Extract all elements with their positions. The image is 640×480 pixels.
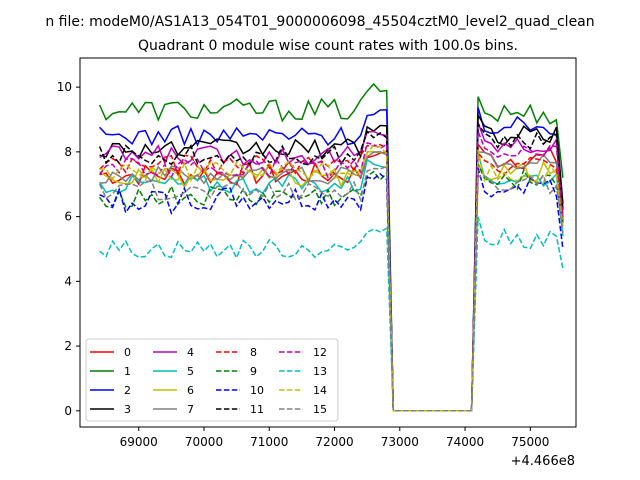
legend-label-8: 8 (250, 346, 257, 359)
x-tick-label: 71000 (250, 435, 288, 449)
axes-frame (79, 57, 577, 428)
series-line-1 (98, 82, 564, 412)
x-tick-label: 74000 (446, 435, 484, 449)
series-line-12 (99, 131, 564, 412)
figure-suptitle: n file: modeM0/AS1A13_054T01_9000006098_… (45, 14, 594, 30)
series-line-14 (99, 144, 564, 412)
y-tick-label: 4 (64, 274, 72, 288)
x-tick-label: 73000 (381, 435, 419, 449)
y-tick-label: 0 (64, 404, 72, 418)
legend-label-10: 10 (250, 384, 264, 397)
series-line-3 (99, 112, 564, 412)
legend-label-13: 13 (313, 365, 327, 378)
y-tick-label: 2 (64, 339, 72, 353)
series-line-15 (98, 165, 564, 412)
legend-label-6: 6 (187, 384, 194, 397)
y-tick-label: 6 (64, 210, 72, 224)
legend-label-4: 4 (187, 346, 194, 359)
legend-label-1: 1 (124, 365, 131, 378)
chart-title: Quadrant 0 module wise count rates with … (138, 38, 518, 54)
legend-label-12: 12 (313, 346, 327, 359)
legend-box (85, 338, 339, 422)
legend-label-15: 15 (313, 403, 327, 416)
axis-ticks: 69000 70000 71000 72000 73000 74000 75000 0 2 4 6 8… (57, 80, 550, 449)
series-line-13 (99, 216, 564, 412)
legend-label-9: 9 (250, 365, 257, 378)
x-offset-label: +4.466e8 (511, 454, 575, 469)
legend-label-2: 2 (124, 384, 131, 397)
legend-label-3: 3 (124, 403, 131, 416)
x-tick-label: 75000 (511, 435, 549, 449)
y-tick-label: 10 (57, 80, 72, 94)
legend-label-0: 0 (124, 346, 131, 359)
legend-label-14: 14 (313, 384, 327, 397)
legend-label-7: 7 (187, 403, 194, 416)
series-line-2 (99, 107, 564, 412)
x-tick-label: 70000 (185, 435, 223, 449)
x-tick-label: 72000 (315, 435, 353, 449)
legend-label-5: 5 (187, 365, 194, 378)
x-tick-label: 69000 (120, 435, 158, 449)
series-line-8 (99, 143, 564, 412)
y-tick-label: 8 (64, 145, 72, 159)
series-line-10 (99, 168, 564, 412)
legend-label-11: 11 (250, 403, 264, 416)
series-line-11 (98, 121, 564, 412)
plot-series (98, 82, 564, 412)
